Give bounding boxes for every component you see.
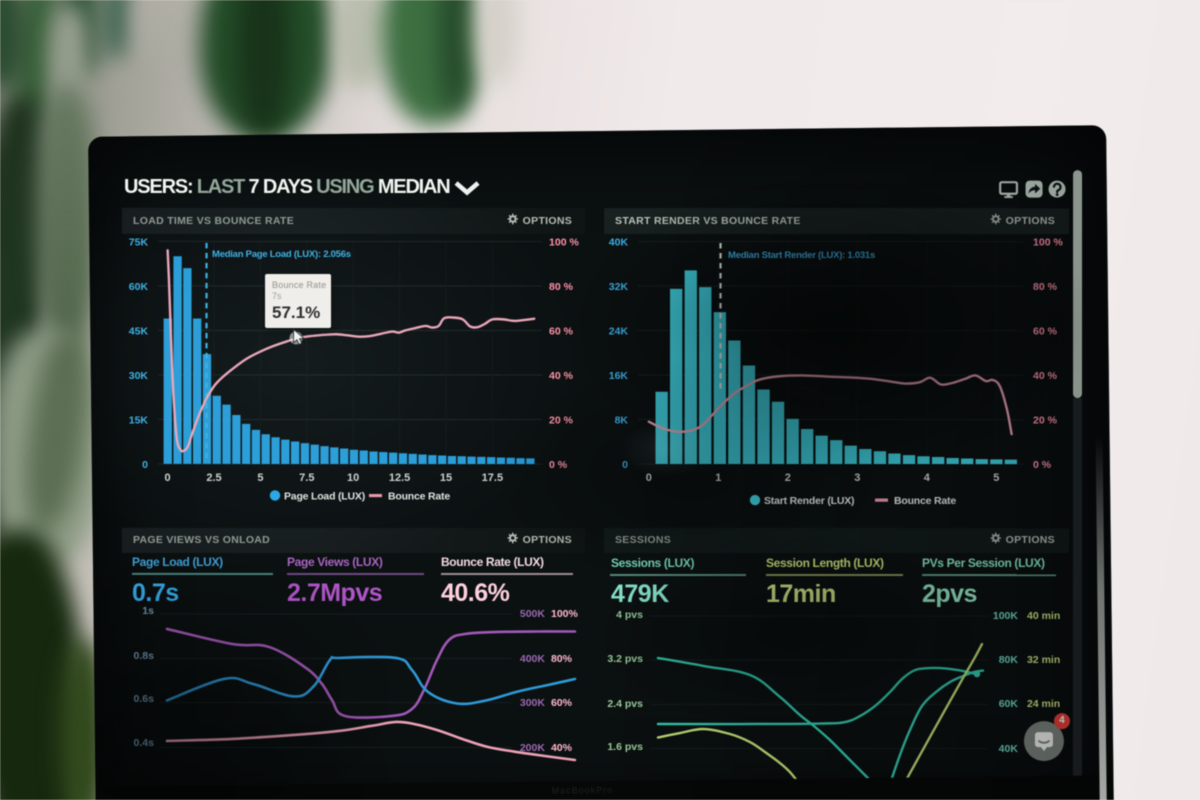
svg-text:2.5: 2.5 [206, 472, 221, 484]
svg-text:Median Page Load (LUX): 2.056s: Median Page Load (LUX): 2.056s [212, 249, 351, 260]
svg-text:0 %: 0 % [549, 459, 568, 471]
svg-text:2: 2 [785, 472, 791, 484]
svg-text:1: 1 [715, 472, 721, 484]
svg-text:40 %: 40 % [549, 370, 574, 382]
svg-text:0: 0 [142, 459, 148, 471]
svg-text:30K: 30K [129, 370, 149, 382]
svg-text:12.5: 12.5 [389, 472, 410, 484]
svg-text:Bounce Rate: Bounce Rate [388, 490, 450, 502]
svg-text:20 %: 20 % [549, 414, 574, 426]
svg-text:80 %: 80 % [1033, 281, 1058, 293]
svg-text:10: 10 [347, 472, 359, 484]
svg-text:100 %: 100 % [549, 236, 579, 248]
svg-text:Bounce Rate: Bounce Rate [894, 495, 956, 507]
svg-text:17.5: 17.5 [482, 472, 503, 484]
svg-text:32K: 32K [609, 281, 629, 293]
svg-text:100 %: 100 % [1033, 237, 1063, 249]
svg-text:4: 4 [924, 472, 931, 484]
svg-text:Start Render (LUX): Start Render (LUX) [764, 495, 854, 507]
svg-text:5: 5 [993, 472, 999, 484]
svg-text:24K: 24K [609, 326, 629, 338]
svg-text:45K: 45K [129, 325, 149, 337]
svg-text:0 %: 0 % [1033, 459, 1052, 471]
svg-text:7.5: 7.5 [299, 472, 314, 484]
svg-text:40K: 40K [609, 237, 629, 249]
svg-text:60 %: 60 % [549, 325, 574, 337]
svg-text:60 %: 60 % [1033, 326, 1058, 338]
svg-text:3: 3 [854, 472, 860, 484]
svg-text:15K: 15K [129, 414, 149, 426]
svg-text:0: 0 [646, 472, 652, 484]
svg-text:60K: 60K [129, 281, 149, 293]
svg-text:Median Start Render (LUX): 1.0: Median Start Render (LUX): 1.031s [728, 250, 875, 261]
svg-text:75K: 75K [129, 236, 149, 248]
svg-text:Page Load (LUX): Page Load (LUX) [284, 490, 365, 502]
svg-text:5: 5 [257, 472, 263, 484]
svg-text:8K: 8K [615, 415, 629, 427]
svg-text:20 %: 20 % [1033, 415, 1058, 427]
svg-text:0: 0 [165, 472, 171, 484]
svg-text:80 %: 80 % [549, 281, 574, 293]
svg-text:16K: 16K [609, 370, 629, 382]
svg-text:0: 0 [622, 459, 628, 471]
svg-text:15: 15 [440, 472, 452, 484]
svg-text:40 %: 40 % [1033, 370, 1058, 382]
